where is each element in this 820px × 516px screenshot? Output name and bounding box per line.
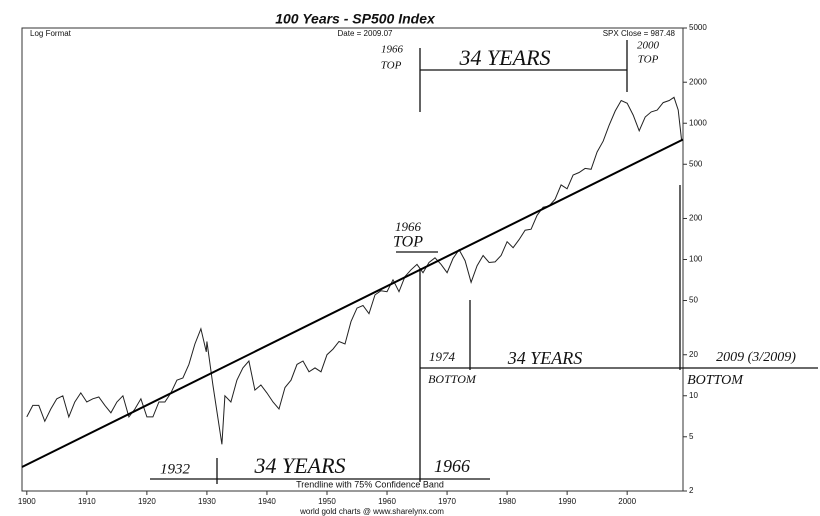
x-tick-label: 1920 [138,497,156,506]
annotation: 1932 [160,461,191,477]
annotation: 34 YEARS [253,453,345,478]
annotation: 1966 [434,456,470,476]
subtitle-right: SPX Close = 987.48 [603,29,676,38]
annotation: 34 YEARS [507,348,583,368]
y-tick-label: 5 [689,432,694,441]
x-tick-label: 1990 [558,497,576,506]
y-tick-label: 20 [689,350,698,359]
annotation: 1966 [381,44,404,56]
x-tick-label: 1970 [438,497,456,506]
y-tick-label: 500 [689,159,703,168]
subtitle-left: Log Format [30,29,72,38]
x-tick-label: 1950 [318,497,336,506]
legend-label: Trendline with 75% Confidence Band [296,479,444,489]
annotation: BOTTOM [428,372,477,386]
annotation: 1974 [429,349,456,364]
y-tick-label: 50 [689,296,698,305]
y-tick-label: 10 [689,391,698,400]
y-tick-label: 2 [689,486,694,495]
y-tick-label: 1000 [689,118,707,127]
annotation: 1966 [395,219,422,234]
source: world gold charts @ www.sharelynx.com [299,507,444,516]
annotation: 34 YEARS [458,45,550,70]
x-tick-label: 1980 [498,497,516,506]
hand-lines [150,40,818,484]
x-tick-label: 1900 [18,497,36,506]
chart-title: 100 Years - SP500 Index [275,11,436,27]
x-tick-label: 1930 [198,497,216,506]
y-tick-label: 200 [689,214,703,223]
price-line [26,96,683,445]
y-tick-label: 5000 [689,23,707,32]
x-tick-label: 1940 [258,497,276,506]
annotation: TOP [638,54,659,66]
annotation: 2000 [637,40,660,52]
annotation: TOP [381,60,402,72]
annotation: 2009 (3/2009) [716,350,796,365]
x-tick-label: 1960 [378,497,396,506]
annotation: TOP [393,234,423,251]
x-tick-label: 2000 [618,497,636,506]
y-tick-label: 100 [689,255,703,264]
trend-line [21,138,684,468]
subtitle-center: Date = 2009.07 [338,29,393,38]
y-tick-label: 2000 [689,77,707,86]
annotation: BOTTOM [687,373,744,388]
x-tick-label: 1910 [78,497,96,506]
plot-frame [21,27,684,492]
